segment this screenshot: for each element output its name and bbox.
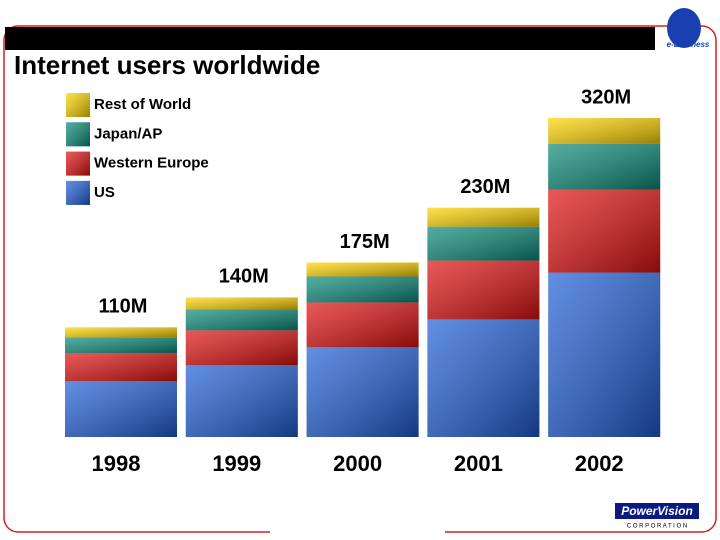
shade [306, 276, 419, 303]
shade [185, 330, 298, 366]
total-label: 110M [99, 296, 148, 318]
total-label: 320M [581, 86, 631, 108]
logo-mark [667, 8, 701, 48]
shade [306, 347, 419, 437]
shade [427, 260, 540, 320]
shade [548, 189, 661, 273]
shade [66, 93, 90, 117]
legend-label: US [94, 184, 115, 201]
shade [185, 309, 298, 331]
x-tick-label: 1999 [212, 451, 261, 476]
shade [548, 272, 661, 437]
shade [66, 151, 90, 176]
chart-title: Internet users worldwide [14, 50, 320, 80]
total-label: 175M [340, 231, 390, 253]
shade [65, 327, 177, 338]
x-tick-label: 2002 [575, 451, 624, 476]
legend-label: Rest of World [94, 96, 191, 113]
shade [427, 319, 540, 437]
total-label: 140M [219, 266, 269, 288]
shade [548, 143, 661, 190]
border-gap [270, 530, 445, 533]
shade [427, 207, 540, 227]
x-tick-label: 2000 [333, 451, 382, 476]
x-tick-label: 2001 [454, 451, 503, 476]
x-tick-label: 1998 [92, 451, 141, 476]
header-bar [5, 27, 655, 50]
shade [306, 262, 419, 277]
shade [185, 365, 298, 437]
footer-company: C O R P O R A T I O N [627, 524, 687, 530]
shade [185, 297, 298, 310]
shade [65, 381, 177, 437]
header-logo: e-Business [667, 40, 710, 49]
legend-label: Western Europe [94, 155, 209, 172]
shade [66, 180, 90, 205]
shade [65, 337, 177, 354]
shade [66, 122, 90, 147]
shade [427, 226, 540, 261]
shade [306, 302, 419, 348]
shade [548, 118, 661, 144]
shade [65, 353, 177, 382]
legend-label: Japan/AP [94, 125, 162, 142]
total-label: 230M [460, 176, 510, 198]
footer-logo: PowerVision [621, 504, 693, 518]
footer-logo-box [615, 503, 699, 519]
